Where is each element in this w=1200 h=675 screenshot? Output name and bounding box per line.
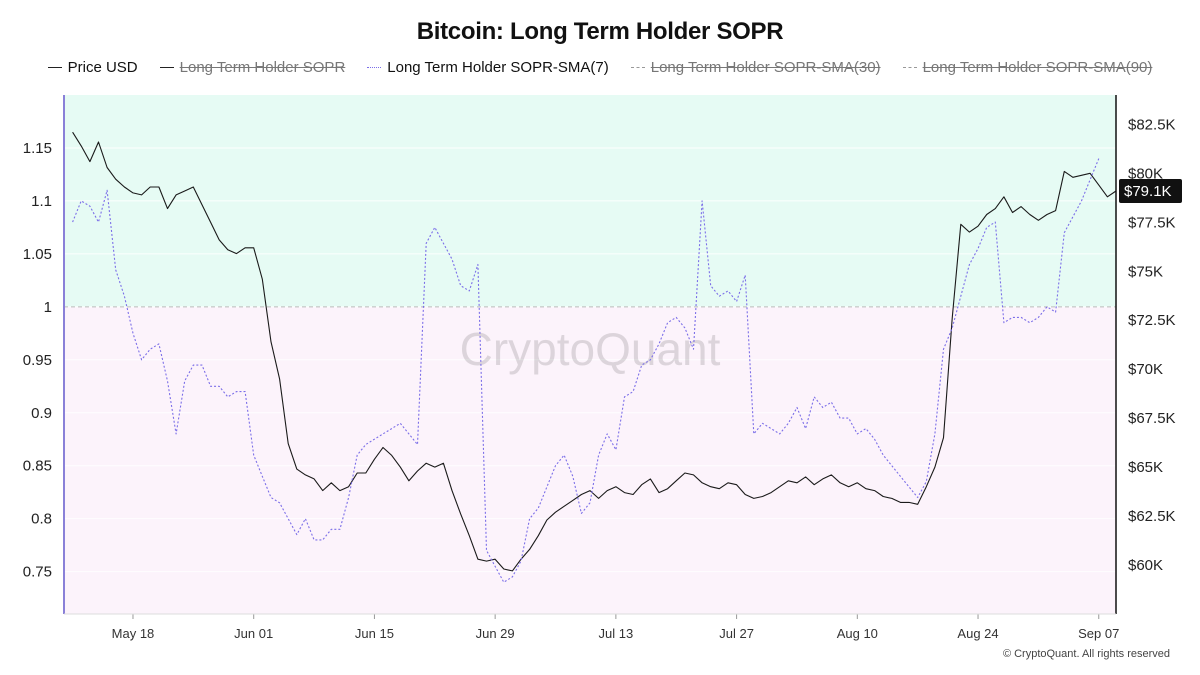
x-tick-label: Jun 01	[234, 626, 273, 641]
y-left-tick-label: 0.9	[31, 405, 52, 422]
price-tag-background	[1119, 178, 1182, 203]
y-right-tick-label: $65K	[1128, 459, 1163, 476]
legend-label: Price USD	[67, 59, 138, 76]
legend-label: Long Term Holder SOPR-SMA(30)	[650, 59, 881, 76]
y-left-tick-label: 0.8	[31, 511, 52, 528]
price-tag-label: $79.1K	[1124, 183, 1172, 200]
y-left-tick-label: 0.85	[23, 458, 52, 475]
current-price-tag: $79.1K	[1119, 178, 1182, 203]
x-tick-label: Jul 27	[719, 626, 754, 641]
x-tick-label: Aug 24	[957, 626, 998, 641]
legend-item-lth-sopr-sma30[interactable]: Long Term Holder SOPR-SMA(30)	[630, 59, 881, 76]
y-right-tick-label: $75K	[1128, 263, 1163, 280]
y-left-tick-label: 1.1	[31, 193, 52, 210]
legend-swatch-solid-icon	[159, 67, 174, 68]
legend-item-lth-sopr-sma7[interactable]: Long Term Holder SOPR-SMA(7)	[367, 59, 609, 76]
below-one-zone	[64, 306, 1116, 614]
chart-title: Bitcoin: Long Term Holder SOPR	[416, 18, 784, 45]
x-tick-label: Jun 29	[476, 626, 515, 641]
y-left-tick-label: 1.15	[23, 140, 52, 157]
y-right-tick-label: $82.5K	[1128, 116, 1176, 133]
watermark-text: CryptoQuant	[460, 323, 721, 375]
legend-swatch-dashed-icon	[630, 67, 645, 68]
y-right-tick-label: $60K	[1128, 557, 1163, 574]
x-tick-label: Jul 13	[599, 626, 634, 641]
legend-label: Long Term Holder SOPR	[179, 59, 346, 76]
y-left-tick-label: 0.75	[23, 564, 52, 581]
y-left-tick-label: 1.05	[23, 246, 52, 263]
y-left-tick-label: 0.95	[23, 352, 52, 369]
lth-sopr-sma7-line	[72, 158, 1100, 583]
series-lines	[72, 131, 1117, 583]
legend-swatch-dotted-icon	[367, 67, 382, 68]
y-left-tick-label: 1	[44, 299, 52, 316]
chart-legend: Price USD Long Term Holder SOPR Long Ter…	[0, 59, 1200, 76]
price-usd-line	[72, 131, 1117, 572]
y-right-tick-label: $62.5K	[1128, 508, 1176, 525]
x-tick-label: Sep 07	[1078, 626, 1119, 641]
y-right-tick-label: $72.5K	[1128, 312, 1176, 329]
legend-label: Long Term Holder SOPR-SMA(7)	[387, 59, 609, 76]
y-right-tick-label: $67.5K	[1128, 410, 1176, 427]
legend-swatch-solid-icon	[47, 67, 62, 68]
legend-label: Long Term Holder SOPR-SMA(90)	[922, 59, 1153, 76]
legend-swatch-dashed-icon	[902, 67, 917, 68]
x-tick-label: Jun 15	[355, 626, 394, 641]
y-right-tick-label: $80K	[1128, 165, 1163, 182]
y-right-tick-label: $70K	[1128, 361, 1163, 378]
x-tick-label: Aug 10	[837, 626, 878, 641]
axes: 1.15 1.1 1.05 1 0.95 0.9 0.85 0.8 0.75 $82.5K $80K…	[23, 95, 1176, 641]
x-tick-label: May 18	[112, 626, 155, 641]
legend-item-lth-sopr-sma90[interactable]: Long Term Holder SOPR-SMA(90)	[902, 59, 1153, 76]
legend-item-lth-sopr[interactable]: Long Term Holder SOPR	[159, 59, 346, 76]
y-right-tick-label: $77.5K	[1128, 214, 1176, 231]
copyright-notice: © CryptoQuant. All rights reserved	[1002, 648, 1170, 660]
legend-item-price-usd[interactable]: Price USD	[47, 59, 138, 76]
